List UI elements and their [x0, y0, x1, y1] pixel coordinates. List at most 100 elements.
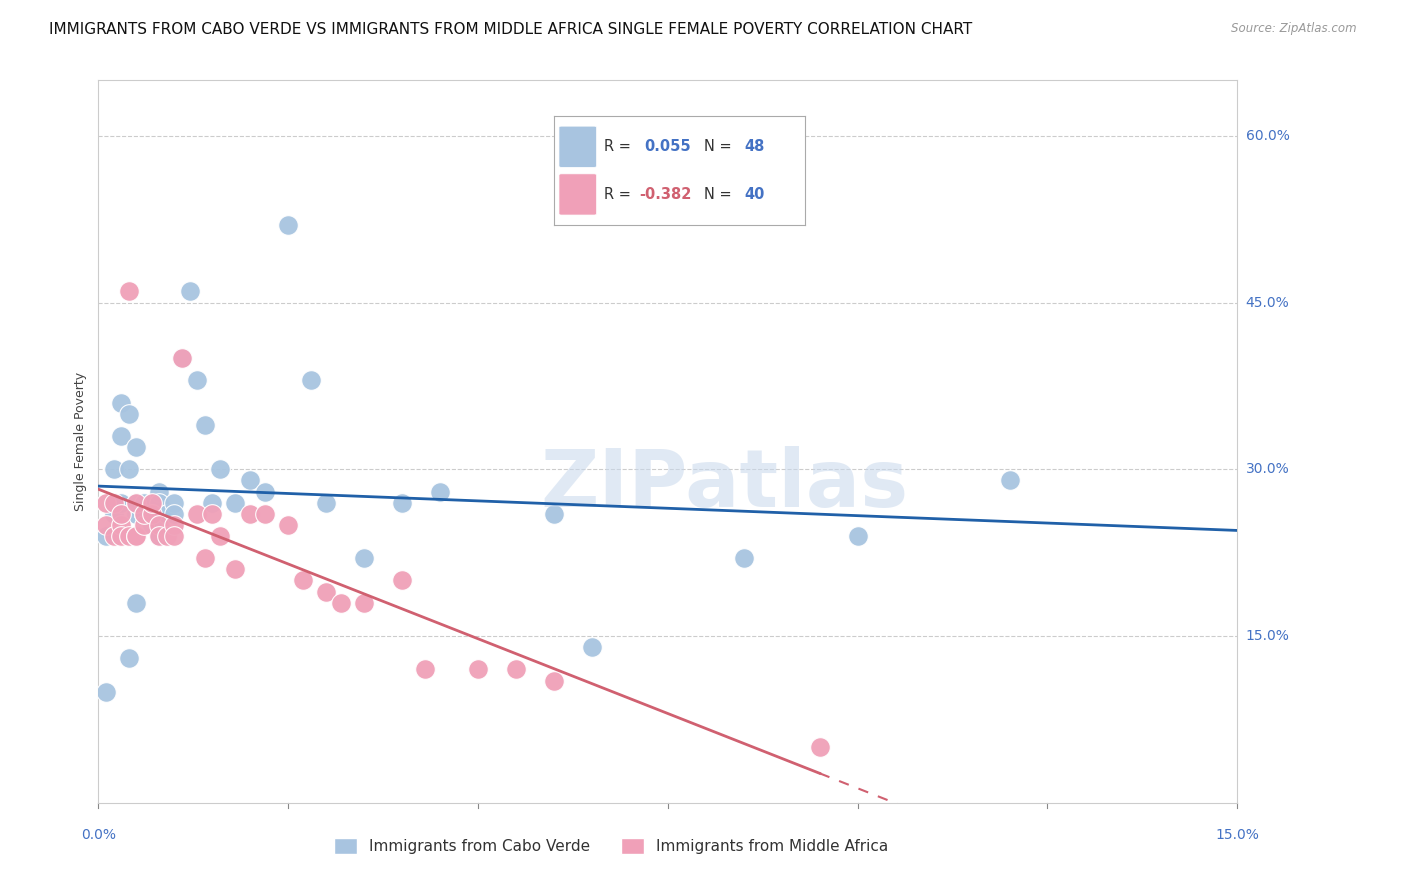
- Point: [413, 662, 436, 676]
- Point: [125, 529, 148, 543]
- Point: [103, 496, 125, 510]
- Point: [118, 407, 141, 421]
- Point: [94, 517, 117, 532]
- Point: [208, 529, 231, 543]
- Point: [125, 496, 148, 510]
- Point: [94, 529, 117, 543]
- Point: [132, 507, 155, 521]
- Point: [141, 507, 163, 521]
- Point: [132, 507, 155, 521]
- Point: [194, 551, 217, 566]
- Point: [170, 351, 193, 366]
- Point: [239, 507, 262, 521]
- Point: [330, 596, 353, 610]
- Point: [118, 651, 141, 665]
- Point: [163, 496, 186, 510]
- Point: [110, 507, 132, 521]
- Text: R =: R =: [605, 187, 631, 202]
- Point: [467, 662, 489, 676]
- Point: [156, 507, 179, 521]
- Point: [353, 596, 375, 610]
- Point: [239, 474, 262, 488]
- Point: [125, 507, 148, 521]
- Point: [186, 507, 208, 521]
- Point: [94, 496, 117, 510]
- Point: [141, 507, 163, 521]
- Point: [148, 517, 170, 532]
- Point: [103, 507, 125, 521]
- Point: [118, 462, 141, 476]
- Point: [733, 551, 755, 566]
- Point: [277, 517, 299, 532]
- Text: ZIPatlas: ZIPatlas: [541, 446, 908, 524]
- Point: [163, 507, 186, 521]
- Point: [132, 517, 155, 532]
- Legend: Immigrants from Cabo Verde, Immigrants from Middle Africa: Immigrants from Cabo Verde, Immigrants f…: [328, 832, 894, 860]
- Point: [353, 551, 375, 566]
- Point: [141, 496, 163, 510]
- Point: [94, 684, 117, 698]
- Point: [846, 529, 869, 543]
- Point: [110, 529, 132, 543]
- Point: [132, 507, 155, 521]
- Point: [125, 496, 148, 510]
- Point: [125, 529, 148, 543]
- Point: [132, 496, 155, 510]
- Point: [170, 351, 193, 366]
- Text: 30.0%: 30.0%: [1246, 462, 1289, 476]
- Point: [543, 673, 565, 688]
- Point: [998, 474, 1021, 488]
- Text: 0.0%: 0.0%: [82, 828, 115, 842]
- Text: R =: R =: [605, 139, 631, 154]
- Point: [186, 373, 208, 387]
- Point: [148, 529, 170, 543]
- Point: [148, 484, 170, 499]
- Point: [391, 496, 413, 510]
- Text: N =: N =: [704, 187, 733, 202]
- Text: 60.0%: 60.0%: [1246, 128, 1289, 143]
- Point: [808, 740, 831, 755]
- Point: [110, 395, 132, 409]
- Point: [125, 596, 148, 610]
- Point: [125, 440, 148, 454]
- Text: 48: 48: [744, 139, 765, 154]
- Point: [505, 662, 527, 676]
- Point: [148, 496, 170, 510]
- Point: [254, 484, 277, 499]
- Point: [103, 462, 125, 476]
- Text: 45.0%: 45.0%: [1246, 295, 1289, 310]
- Point: [277, 218, 299, 232]
- Point: [110, 429, 132, 443]
- Text: N =: N =: [704, 139, 733, 154]
- Y-axis label: Single Female Poverty: Single Female Poverty: [75, 372, 87, 511]
- Point: [148, 529, 170, 543]
- Point: [201, 496, 224, 510]
- Text: IMMIGRANTS FROM CABO VERDE VS IMMIGRANTS FROM MIDDLE AFRICA SINGLE FEMALE POVERT: IMMIGRANTS FROM CABO VERDE VS IMMIGRANTS…: [49, 22, 973, 37]
- Point: [110, 496, 132, 510]
- Point: [391, 574, 413, 588]
- Point: [179, 285, 201, 299]
- Point: [299, 373, 322, 387]
- Point: [156, 529, 179, 543]
- Point: [110, 517, 132, 532]
- Point: [224, 562, 246, 576]
- Text: 40: 40: [744, 187, 765, 202]
- Point: [103, 529, 125, 543]
- Point: [141, 517, 163, 532]
- Text: 0.055: 0.055: [644, 139, 690, 154]
- Point: [315, 584, 337, 599]
- Text: 15.0%: 15.0%: [1246, 629, 1289, 643]
- Point: [118, 529, 141, 543]
- Text: Source: ZipAtlas.com: Source: ZipAtlas.com: [1232, 22, 1357, 36]
- Point: [163, 529, 186, 543]
- Point: [292, 574, 315, 588]
- Point: [194, 417, 217, 432]
- Text: -0.382: -0.382: [640, 187, 692, 202]
- Point: [103, 496, 125, 510]
- Point: [208, 462, 231, 476]
- Point: [201, 507, 224, 521]
- Point: [118, 285, 141, 299]
- FancyBboxPatch shape: [560, 174, 596, 215]
- Text: 15.0%: 15.0%: [1215, 828, 1260, 842]
- Point: [543, 507, 565, 521]
